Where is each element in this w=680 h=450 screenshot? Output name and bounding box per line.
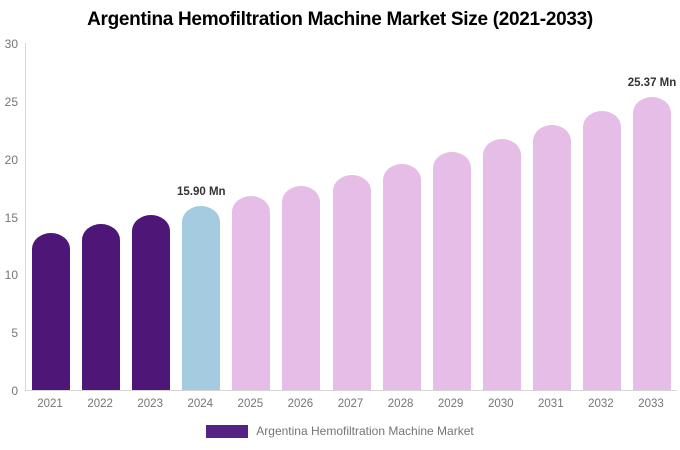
bar-2026[interactable]: [282, 185, 321, 390]
bar-2029[interactable]: [432, 151, 471, 390]
bar-slot: 15.90 Mn: [176, 43, 226, 390]
bars-container: 15.90 Mn 25.37 Mn: [26, 43, 677, 390]
bar-2033[interactable]: [632, 96, 671, 390]
chart-title: Argentina Hemofiltration Machine Market …: [87, 9, 593, 30]
plot-area: 15.90 Mn 25.37 Mn: [25, 43, 677, 391]
legend-swatch: [206, 424, 249, 438]
bar-value-label: 25.37 Mn: [627, 76, 677, 89]
x-tick-label: 2026: [287, 398, 314, 410]
bar-slot: [126, 43, 176, 390]
bar-slot: [326, 43, 376, 390]
x-tick-label: 2023: [137, 398, 163, 410]
bar-2022[interactable]: [82, 224, 121, 390]
bar-slot: [276, 43, 326, 390]
legend-item[interactable]: Argentina Hemofiltration Machine Market: [0, 424, 680, 438]
x-tick-label: 2029: [437, 398, 464, 410]
legend-label: Argentina Hemofiltration Machine Market: [256, 424, 474, 438]
y-tick-label: 15: [4, 210, 18, 225]
bar-slot: [226, 43, 276, 390]
bar-slot: [377, 43, 427, 390]
bar-2032[interactable]: [582, 111, 621, 390]
y-tick-label: 5: [11, 326, 18, 341]
y-tick-label: 25: [4, 94, 18, 109]
bar-2030[interactable]: [482, 138, 521, 390]
x-tick-label: 2030: [487, 398, 514, 410]
bar-2023[interactable]: [132, 215, 171, 390]
x-tick-label: 2028: [387, 398, 414, 410]
x-tick-label: 2022: [87, 398, 113, 410]
bar-slot: [76, 43, 126, 390]
y-tick-label: 10: [4, 268, 18, 283]
bar-2031[interactable]: [532, 125, 571, 390]
x-tick-label: 2033: [638, 398, 664, 410]
y-axis-labels: 0 5 10 15 20 25 30: [0, 38, 21, 397]
x-tick-label: 2025: [237, 398, 264, 410]
x-tick-label: 2021: [37, 398, 63, 410]
y-tick-label: 30: [4, 37, 18, 51]
bar-2028[interactable]: [382, 163, 421, 390]
y-tick-label: 20: [4, 152, 18, 167]
x-tick-label: 2032: [588, 398, 614, 410]
x-tick-label: 2027: [337, 398, 364, 410]
bar-2025[interactable]: [232, 196, 271, 390]
bar-slot: [427, 43, 477, 390]
x-tick-label: 2031: [538, 398, 564, 410]
x-tick-label: 2024: [187, 398, 214, 410]
x-axis-labels: 2021 2022 2023 2024 2025 2026 2027 2028 2029 2030…: [25, 398, 676, 410]
bar-slot: [577, 43, 627, 390]
bar-slot: [477, 43, 527, 390]
bar-value-label: 15.90 Mn: [176, 186, 226, 199]
bar-2021[interactable]: [32, 232, 71, 390]
bar-slot: [527, 43, 577, 390]
bar-2024[interactable]: [182, 206, 221, 390]
y-tick-label: 0: [11, 384, 18, 398]
bar-2027[interactable]: [332, 175, 371, 390]
bar-slot: 25.37 Mn: [627, 43, 677, 390]
bar-slot: [26, 43, 76, 390]
